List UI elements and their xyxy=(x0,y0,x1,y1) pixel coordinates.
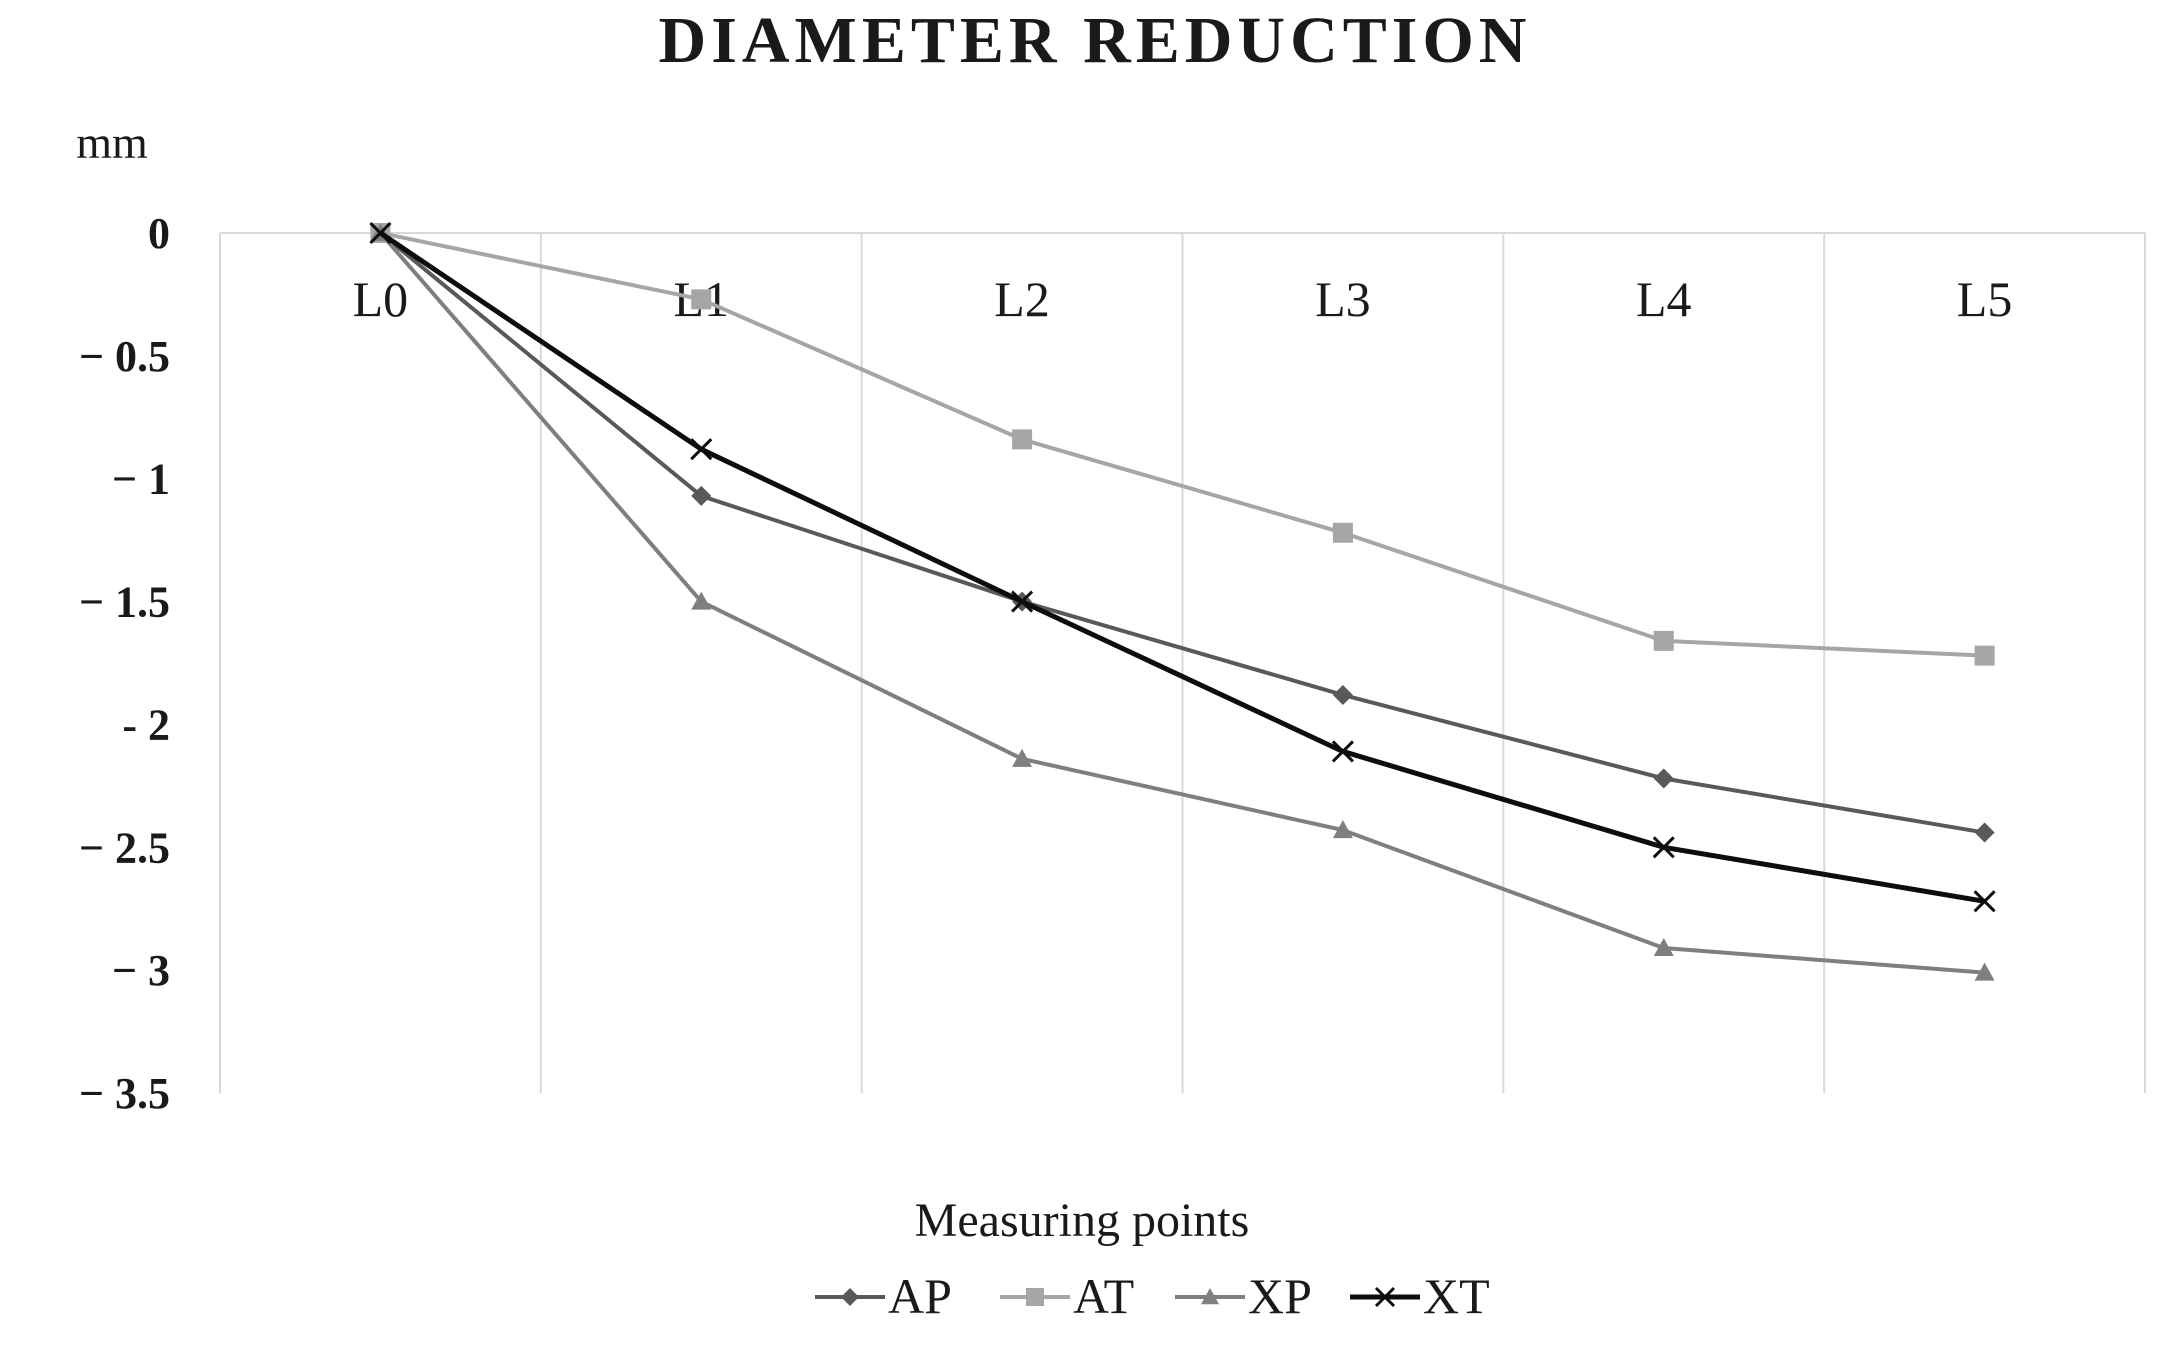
series-line xyxy=(379,231,1985,835)
series-line xyxy=(379,230,1985,904)
legend-item-xp: XP xyxy=(1175,1268,1312,1324)
x-tick-label: L5 xyxy=(1957,271,2013,327)
y-axis-ticks: 0 − 0.5 − 1 − 1.5 - 2 − 2.5 − 3 − 3.5 xyxy=(79,209,170,1118)
data-point-marker xyxy=(1331,740,1354,763)
legend-label: AP xyxy=(888,1268,952,1324)
y-tick-label: − 0.5 xyxy=(79,332,170,381)
series-lines xyxy=(369,221,1996,981)
gridlines xyxy=(219,232,2146,1093)
y-tick-label: − 3 xyxy=(112,946,170,995)
data-point-marker xyxy=(1974,822,1995,843)
x-tick-label: L4 xyxy=(1636,271,1692,327)
data-point-marker xyxy=(1201,1288,1219,1305)
data-point-marker xyxy=(1974,645,1995,666)
data-point-marker xyxy=(691,591,712,610)
legend: AP AT XP XT xyxy=(815,1268,1490,1324)
x-axis-label: Measuring points xyxy=(915,1194,1250,1247)
data-point-marker xyxy=(1973,890,1996,913)
x-tick-label: L3 xyxy=(1315,271,1371,327)
data-point-marker xyxy=(1026,1288,1044,1306)
data-point-marker xyxy=(1012,748,1033,767)
data-point-marker xyxy=(841,1288,859,1306)
series-xt xyxy=(369,221,1996,913)
data-point-marker xyxy=(691,289,712,310)
data-point-marker xyxy=(1332,684,1353,705)
data-point-marker xyxy=(1374,1286,1396,1308)
data-point-marker xyxy=(690,438,713,461)
data-point-marker xyxy=(1012,429,1033,450)
data-point-marker xyxy=(1653,630,1674,651)
data-point-marker xyxy=(1653,938,1674,957)
legend-item-at: AT xyxy=(1000,1268,1134,1324)
legend-label: XT xyxy=(1423,1268,1490,1324)
data-point-marker xyxy=(1652,836,1675,859)
series-line xyxy=(380,231,1985,658)
series-line xyxy=(378,231,1985,975)
y-axis-unit-label: mm xyxy=(76,117,148,168)
y-tick-label: − 2.5 xyxy=(79,823,170,872)
data-point-marker xyxy=(1332,820,1353,839)
y-tick-label: − 1.5 xyxy=(79,578,170,627)
data-point-marker xyxy=(369,221,392,245)
data-point-marker xyxy=(1011,590,1034,613)
y-tick-label: − 3.5 xyxy=(79,1069,170,1118)
data-point-marker xyxy=(1653,768,1674,789)
data-point-marker xyxy=(691,485,712,506)
x-tick-label: L2 xyxy=(994,271,1050,327)
legend-item-xt: XT xyxy=(1350,1268,1490,1324)
y-tick-label: - 2 xyxy=(122,700,170,749)
legend-label: XP xyxy=(1248,1268,1312,1324)
legend-item-ap: AP xyxy=(815,1268,952,1324)
y-tick-label: 0 xyxy=(148,209,170,258)
data-point-marker xyxy=(1974,962,1995,981)
legend-label: AT xyxy=(1073,1268,1134,1324)
y-tick-label: − 1 xyxy=(112,455,170,504)
chart-title: DIAMETER REDUCTION xyxy=(659,4,1532,77)
data-point-marker xyxy=(1332,522,1353,543)
x-tick-label: L0 xyxy=(353,271,409,327)
